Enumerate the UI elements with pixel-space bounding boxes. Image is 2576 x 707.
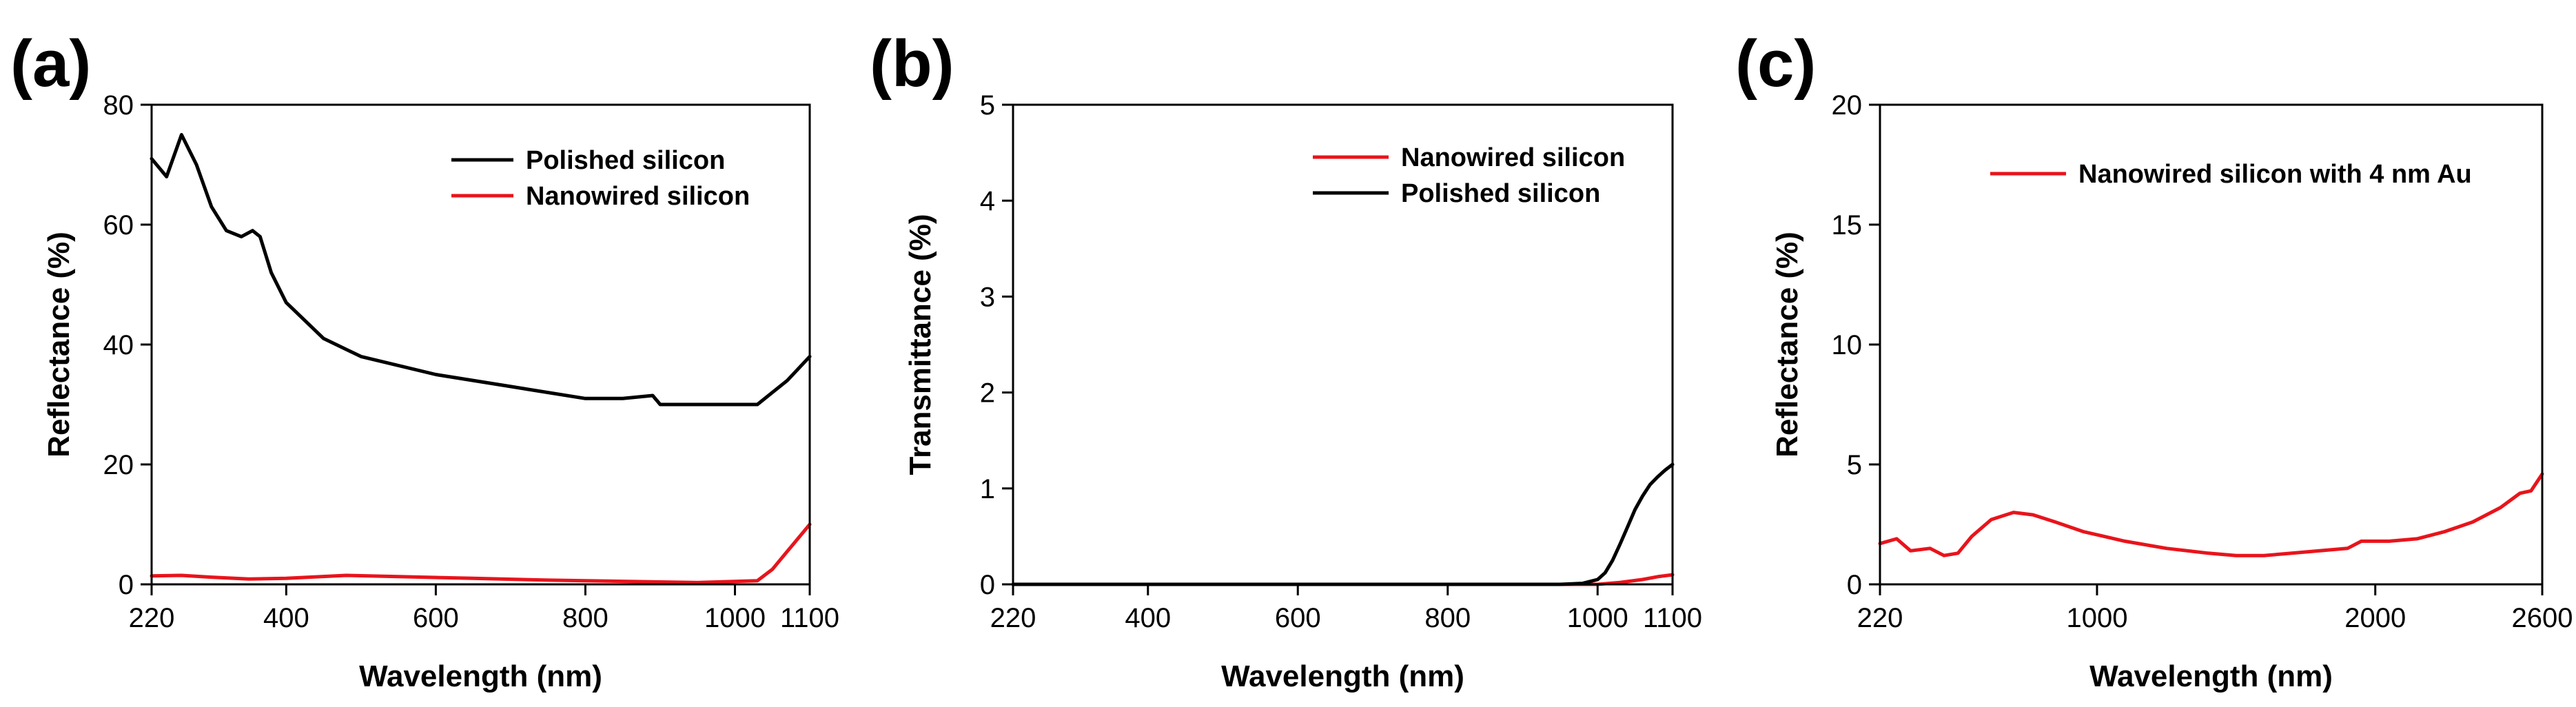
x-tick-label: 1000 — [704, 603, 766, 633]
panel-c: (c) 220 1000 2000 2600 0 5 10 15 20 Wavelength (nm… — [1735, 27, 2573, 693]
x-tick-label: 220 — [1857, 603, 1903, 633]
plot-frame — [150, 103, 811, 586]
x-tick-label: 1000 — [2066, 603, 2127, 633]
y-tick-label: 5 — [1847, 450, 1862, 480]
x-tick-label: 600 — [413, 603, 459, 633]
panel-label: (a) — [10, 27, 91, 101]
x-axis-title: Wavelength (nm) — [359, 659, 602, 693]
y-tick-label: 15 — [1832, 210, 1863, 240]
y-axis-title: Transmittance (%) — [903, 214, 937, 475]
y-tick-label: 2 — [980, 378, 995, 409]
x-tick-label: 1100 — [1643, 603, 1702, 633]
legend-label-nanowired-silicon: Nanowired silicon — [526, 182, 750, 211]
y-tick-label: 20 — [103, 450, 134, 480]
y-axis-title: Reflectance (%) — [1770, 232, 1804, 458]
legend-label-nanowired-silicon-with-4-nm-au: Nanowired silicon with 4 nm Au — [2078, 160, 2472, 189]
x-tick-label: 1100 — [780, 603, 839, 633]
series-line-polished-silicon — [150, 133, 812, 407]
y-tick-label: 80 — [103, 90, 134, 121]
series-line-nanowired-silicon — [150, 522, 812, 584]
x-tick-label: 1000 — [1567, 603, 1628, 633]
panel-label: (c) — [1735, 27, 1816, 101]
panel-a: (a) 220 400 600 800 1000 1100 0 20 40 60 80 Waveleng… — [10, 27, 839, 693]
x-tick-label: 2600 — [2512, 603, 2573, 633]
panel-label: (b) — [870, 27, 954, 101]
legend-label-polished-silicon: Polished silicon — [1401, 179, 1600, 208]
y-tick-label: 1 — [980, 474, 995, 504]
x-tick-label: 220 — [990, 603, 1036, 633]
series-line-polished-silicon — [1011, 462, 1675, 586]
y-tick-label: 5 — [980, 90, 995, 121]
panel-b: (b) 220 400 600 800 1000 1100 0 1 2 3 4 5 Wavelength … — [870, 27, 1702, 693]
x-tick-label: 800 — [562, 603, 609, 633]
y-tick-label: 0 — [119, 570, 134, 600]
x-tick-label: 220 — [129, 603, 175, 633]
plot-frame — [1012, 103, 1674, 586]
legend-label-polished-silicon: Polished silicon — [526, 146, 725, 175]
x-tick-label: 800 — [1424, 603, 1471, 633]
y-axis-title: Reflectance (%) — [42, 232, 76, 458]
x-axis-title: Wavelength (nm) — [2089, 659, 2333, 693]
y-tick-label: 10 — [1832, 330, 1863, 360]
y-tick-label: 0 — [1847, 570, 1862, 600]
legend-label-nanowired-silicon: Nanowired silicon — [1401, 143, 1625, 172]
x-tick-label: 2000 — [2344, 603, 2406, 633]
y-tick-label: 60 — [103, 210, 134, 240]
y-tick-label: 40 — [103, 330, 134, 360]
y-tick-label: 0 — [980, 570, 995, 600]
x-tick-label: 600 — [1275, 603, 1321, 633]
y-tick-label: 20 — [1832, 90, 1863, 121]
x-tick-label: 400 — [1125, 603, 1171, 633]
y-tick-label: 3 — [980, 282, 995, 312]
x-axis-title: Wavelength (nm) — [1221, 659, 1464, 693]
series-line-nanowired-silicon-with-4-nm-au — [1878, 472, 2544, 557]
x-tick-label: 400 — [263, 603, 309, 633]
y-tick-label: 4 — [980, 186, 995, 216]
